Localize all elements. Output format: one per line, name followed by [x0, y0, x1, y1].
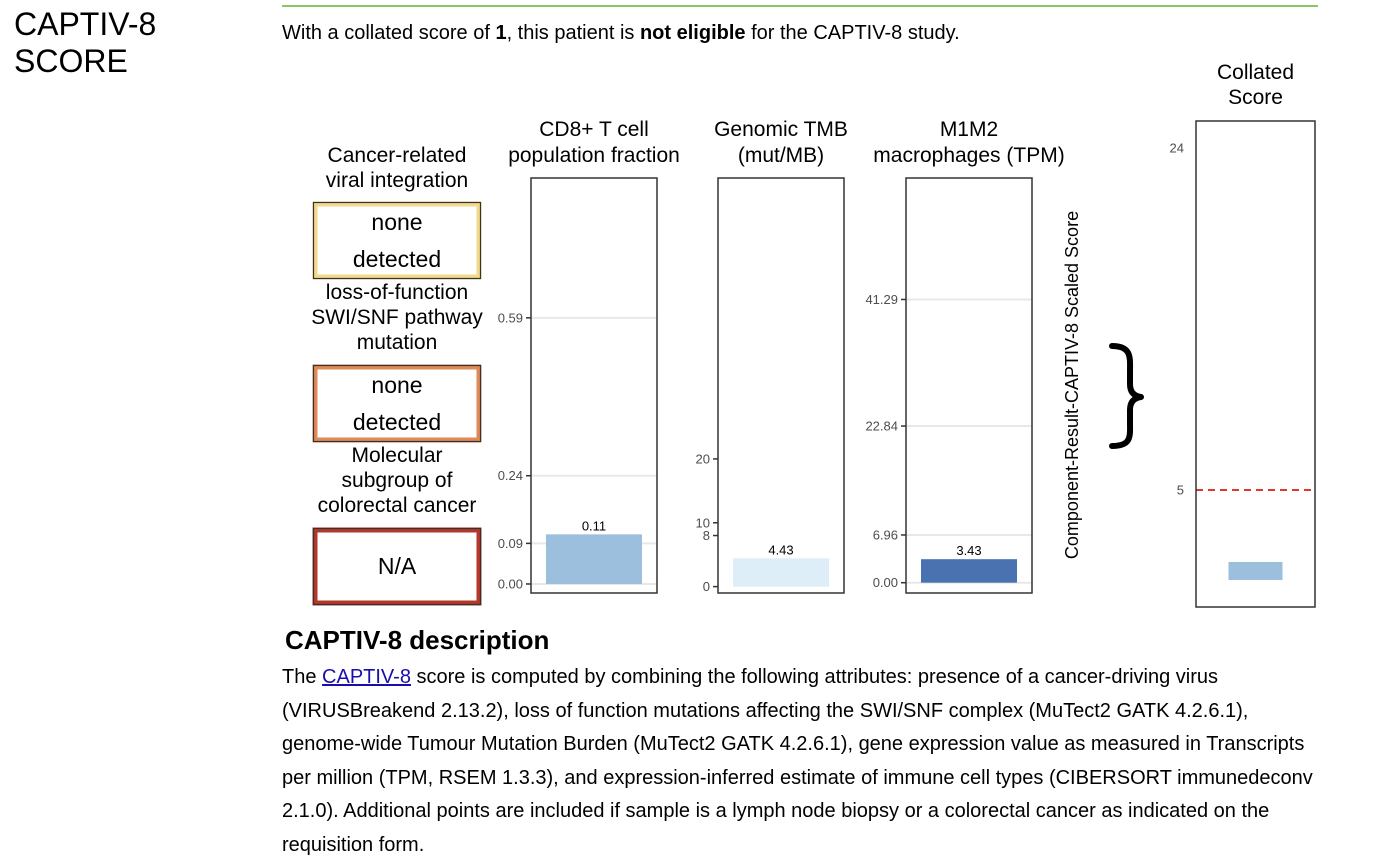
indicator-box	[312, 527, 482, 606]
tick-label: 10	[696, 515, 710, 530]
indicator-label: Cancer-related	[328, 144, 467, 167]
section-title: CAPTIV-8 SCORE	[14, 6, 157, 79]
indicator-value: N/A	[378, 553, 417, 579]
indicator-label: colorectal cancer	[318, 494, 477, 517]
tick-label: 24	[1170, 141, 1184, 156]
chart-title: population fraction	[508, 144, 680, 167]
chart-title: Genomic TMB	[714, 118, 848, 141]
tick-label: 6.96	[873, 527, 898, 542]
indicator-box-border	[312, 527, 482, 606]
chart-title: CD8+ T cell	[539, 118, 649, 141]
indicator-label: mutation	[357, 331, 438, 354]
eligibility-status: not eligible	[639, 22, 746, 44]
chart-title: Score	[1228, 86, 1283, 109]
indicator-value: none	[371, 372, 422, 398]
tick-label: 0.00	[873, 575, 898, 590]
indicator-value: none	[371, 209, 422, 235]
indicator-box-border	[312, 364, 482, 443]
tick-label: 0.24	[498, 468, 523, 483]
top-divider	[282, 5, 1318, 7]
bar	[1228, 562, 1283, 580]
indicator-box	[312, 364, 482, 443]
indicator-label: subgroup of	[342, 469, 453, 492]
tick-label: 41.29	[865, 292, 898, 307]
indicator-label: SWI/SNF pathway	[311, 306, 483, 329]
bar-value-label: 4.43	[768, 542, 793, 557]
bar-value-label: 0.11	[582, 518, 606, 533]
summary-middle: , this patient is	[506, 22, 640, 44]
bar	[733, 558, 829, 587]
tick-label: 22.84	[865, 419, 898, 434]
scaled-score-axis-label: Component-Result-CAPTIV-8 Scaled Score	[1062, 211, 1082, 559]
bar	[546, 534, 642, 584]
bar-value-label: 3.43	[956, 543, 981, 558]
indicator-label: loss-of-function	[326, 281, 468, 304]
panel-border	[905, 177, 1033, 594]
tick-label: 20	[696, 451, 710, 466]
curly-brace-icon	[1109, 343, 1144, 449]
tick-label: 0	[703, 579, 710, 594]
indicator-box	[312, 201, 482, 280]
description-title: CAPTIV-8 description	[285, 625, 550, 655]
chart-panel-3: M1M2 macrophages (TPM) 0.00 6.96 22.84 41.29 3…	[865, 118, 1065, 594]
chart-title: Collated	[1217, 61, 1294, 84]
chart-title: M1M2	[940, 118, 998, 141]
indicator-value: detected	[353, 246, 441, 272]
summary-suffix: for the CAPTIV-8 study.	[745, 22, 960, 44]
indicator-label: viral integration	[326, 169, 468, 192]
description-text: The CAPTIV-8 score is computed by combin…	[282, 661, 1322, 862]
panel-border	[530, 177, 658, 594]
indicator-value: detected	[353, 409, 441, 435]
summary-prefix: With a collated score of	[282, 22, 496, 44]
tick-label: 5	[1177, 483, 1184, 498]
captiv8-link[interactable]: CAPTIV-8	[322, 666, 411, 688]
chart-panel-2: Genomic TMB (mut/MB) 0 810 20 4.43	[696, 118, 848, 594]
collated-score-value: 1	[495, 22, 507, 44]
tick-label: 8	[703, 528, 710, 543]
description-body: score is computed by combining the follo…	[282, 666, 1313, 856]
tick-label: 0.09	[498, 536, 523, 551]
chart-title: macrophages (TPM)	[873, 144, 1064, 167]
bar	[921, 559, 1017, 583]
eligibility-summary: With a collated score of 1, this patient…	[282, 21, 960, 45]
chart-title: (mut/MB)	[738, 144, 824, 167]
indicator-label: Molecular	[351, 444, 442, 467]
tick-label: 0.59	[498, 310, 523, 325]
panel-border	[1195, 120, 1316, 608]
indicator-box-border	[312, 201, 482, 280]
tick-label: 0.00	[498, 576, 523, 591]
description-intro: The	[282, 666, 323, 688]
panel-border	[717, 177, 845, 594]
chart-panel-1: CD8+ T cell population fraction 0.00 0.09 0.…	[498, 118, 680, 594]
